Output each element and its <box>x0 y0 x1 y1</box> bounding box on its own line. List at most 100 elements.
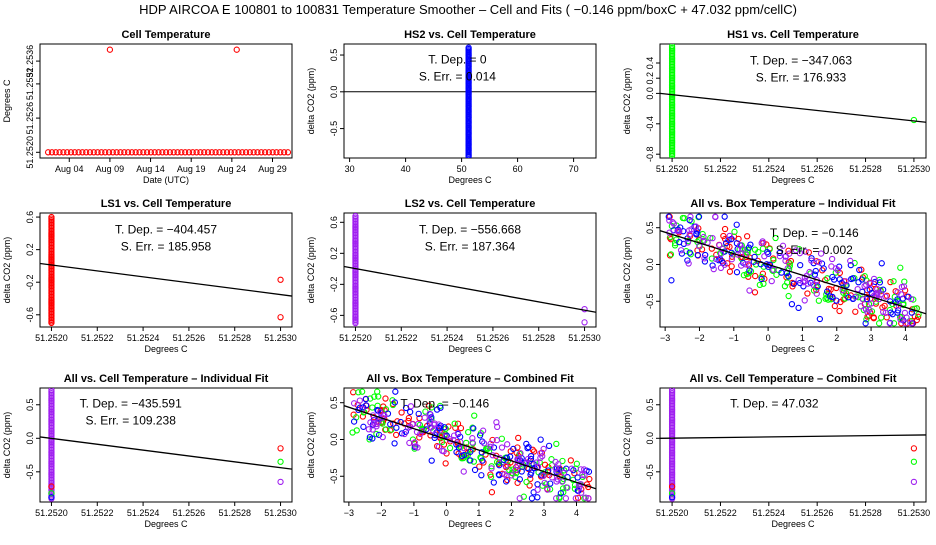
data-point <box>446 444 454 452</box>
data-point <box>707 234 714 242</box>
data-point <box>801 297 808 304</box>
data-point <box>686 249 693 256</box>
x-tick-label: 51.2522 <box>704 164 737 174</box>
x-tick-label: −1 <box>729 333 739 343</box>
x-tick-label: 51.2528 <box>849 164 882 174</box>
data-point <box>680 240 688 247</box>
data-point <box>246 149 254 156</box>
data-point <box>776 253 783 260</box>
plot-frame <box>343 387 597 503</box>
data-point <box>875 320 883 327</box>
data-point <box>540 472 547 480</box>
data-point <box>442 430 449 438</box>
data-point <box>914 313 922 320</box>
data-point <box>409 421 416 428</box>
data-point <box>687 213 694 220</box>
data-point <box>733 221 740 228</box>
data-point <box>573 460 580 467</box>
panel-p8: All vs. Box Temperature – Combined Fit −3… <box>306 373 597 529</box>
data-point <box>830 276 838 283</box>
data-point <box>548 462 556 469</box>
x-tick-label: 51.2524 <box>753 508 786 518</box>
data-point <box>516 457 524 464</box>
data-point <box>44 149 52 156</box>
data-point <box>490 444 498 451</box>
data-point <box>681 215 688 222</box>
data-point <box>374 388 381 395</box>
data-point <box>488 465 495 472</box>
data-point <box>71 149 78 156</box>
data-point <box>772 234 779 242</box>
data-point <box>516 495 523 502</box>
data-point <box>668 490 676 497</box>
data-point <box>824 288 831 295</box>
data-point <box>910 458 918 465</box>
data-point <box>872 291 879 298</box>
data-point <box>709 235 716 242</box>
data-point <box>349 429 356 436</box>
data-point <box>430 427 437 434</box>
data-point <box>227 149 234 156</box>
data-point <box>498 444 506 451</box>
fit-line <box>40 436 292 470</box>
x-tick-label: Aug 14 <box>136 164 165 174</box>
data-point <box>797 261 804 269</box>
y-tick-label: -0.5 <box>329 469 339 485</box>
data-point <box>379 433 386 441</box>
data-point <box>764 249 771 256</box>
data-point <box>665 213 672 220</box>
x-tick-label: 51.2520 <box>35 333 68 343</box>
data-point <box>862 281 870 288</box>
data-point <box>668 44 676 50</box>
data-point <box>442 460 449 467</box>
data-point <box>223 149 231 156</box>
data-point <box>239 149 246 156</box>
data-point <box>666 252 674 259</box>
data-point <box>277 478 284 486</box>
data-point <box>677 247 685 254</box>
data-point <box>670 220 677 227</box>
data-point <box>75 149 82 156</box>
data-point <box>401 430 408 438</box>
x-tick-label: −1 <box>409 508 419 518</box>
x-tick-label: 51.2524 <box>753 164 786 174</box>
data-point <box>859 296 867 303</box>
x-axis-label: Degrees C <box>448 519 492 529</box>
data-point <box>866 306 873 313</box>
data-point <box>60 149 67 156</box>
data-point <box>910 116 918 124</box>
x-tick-label: 0 <box>766 333 771 343</box>
data-point <box>726 232 733 240</box>
data-point <box>756 281 763 289</box>
data-point <box>886 320 893 327</box>
plot-marks <box>40 213 292 327</box>
data-point <box>258 149 265 156</box>
y-tick-label: -0.6 <box>329 308 339 324</box>
data-point <box>391 399 399 406</box>
data-point <box>503 472 510 479</box>
fit-line <box>660 230 926 315</box>
data-point <box>457 438 464 446</box>
plot-frame <box>659 212 927 328</box>
data-point <box>668 494 676 501</box>
data-point <box>890 320 898 327</box>
panel-p5: LS2 vs. Cell Temperature 51.2520 51.2522 51… <box>306 198 601 354</box>
stat-annotation: S. Err. = 185.958 <box>121 239 212 253</box>
data-point <box>820 265 827 272</box>
plot-marks <box>44 46 292 156</box>
data-point <box>717 264 725 272</box>
data-point <box>540 445 547 453</box>
data-point <box>530 448 538 455</box>
data-point <box>201 149 208 156</box>
data-point <box>868 300 875 307</box>
y-axis-label: delta CO2 (ppm) <box>622 237 632 304</box>
data-point <box>726 243 733 250</box>
data-point <box>784 272 792 279</box>
x-tick-label: 51.2524 <box>127 508 160 518</box>
data-point <box>147 149 155 156</box>
data-point <box>699 230 706 238</box>
y-axis-label: delta CO2 (ppm) <box>622 412 632 479</box>
data-point <box>487 473 495 480</box>
plot-frame <box>659 43 927 159</box>
